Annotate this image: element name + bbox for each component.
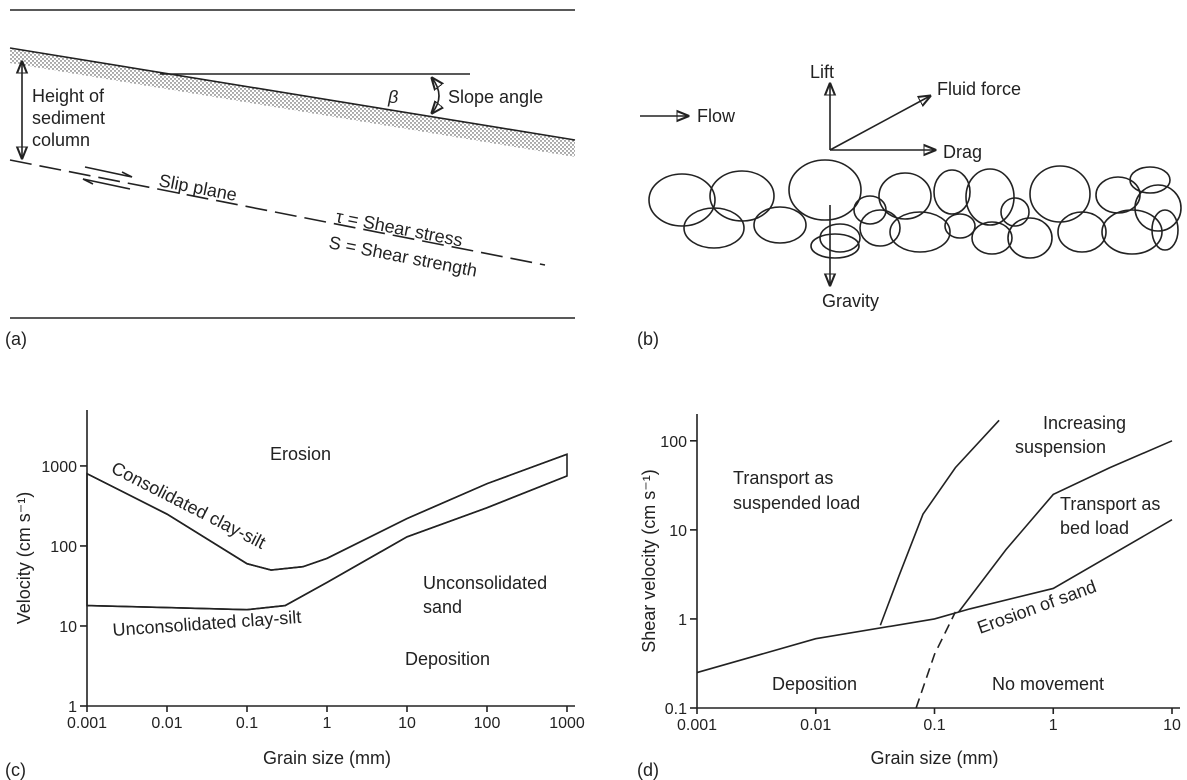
x-tick-label: 0.001 (677, 717, 717, 734)
panel-a: Height of sediment column β Slope angle … (5, 9, 576, 349)
panel-label: (d) (637, 760, 659, 780)
curve (696, 519, 1173, 674)
curve (86, 453, 568, 571)
flow-label: Flow (697, 106, 736, 126)
grain (933, 169, 971, 215)
grain (1007, 217, 1053, 259)
curve-label: Unconsolidated clay-silt (112, 607, 302, 640)
grain (878, 172, 932, 220)
slip-arrow (82, 178, 131, 190)
y-tick-label: 10 (59, 619, 77, 636)
grain (1095, 176, 1141, 214)
grain (753, 206, 807, 244)
angle-arc (432, 78, 439, 113)
y-tick-label: 10 (669, 523, 687, 540)
height-label: sediment (32, 108, 105, 128)
panel-b: Flow Lift Fluid force Drag Gravity (b) (637, 62, 1182, 349)
annotation: Deposition (405, 649, 490, 669)
curve-label: Consolidated clay-silt (108, 458, 269, 553)
x-tick-label: 1 (1049, 717, 1058, 734)
y-axis-label: Shear velocity (cm s⁻¹) (639, 469, 659, 653)
grain (1151, 209, 1179, 251)
height-label: column (32, 130, 90, 150)
grain (1029, 165, 1091, 223)
y-tick-label: 0.1 (665, 701, 687, 718)
annotation: sand (423, 597, 462, 617)
grain (819, 223, 861, 253)
y-tick-label: 1 (68, 699, 77, 716)
annotation: bed load (1060, 518, 1129, 538)
grain (853, 195, 887, 225)
grain (965, 168, 1015, 226)
grain (944, 213, 976, 239)
fluid-force-label: Fluid force (937, 79, 1021, 99)
sediment (10, 48, 575, 157)
slope-surface (9, 47, 576, 141)
y-tick-label: 1000 (41, 459, 77, 476)
grain (648, 173, 716, 227)
y-axis-label: Velocity (cm s⁻¹) (14, 492, 34, 625)
grain (1129, 166, 1171, 194)
y-tick-label: 1 (678, 612, 687, 629)
grain (1134, 184, 1182, 232)
drag-label: Drag (943, 142, 982, 162)
slope-label: Slope angle (448, 87, 543, 107)
grain (1101, 209, 1163, 255)
x-tick-label: 10 (398, 715, 416, 732)
x-tick-label: 0.1 (923, 717, 945, 734)
x-tick-label: 1000 (549, 715, 585, 732)
x-axis-label: Grain size (mm) (263, 748, 391, 768)
x-tick-label: 1 (323, 715, 332, 732)
x-tick-label: 0.01 (151, 715, 182, 732)
annotation: Erosion of sand (975, 576, 1099, 638)
panel-label: (b) (637, 329, 659, 349)
grain (683, 207, 745, 249)
height-label: Height of (32, 86, 105, 106)
x-tick-label: 0.1 (236, 715, 258, 732)
annotation: suspension (1015, 437, 1106, 457)
panel-label: (a) (5, 329, 27, 349)
fluid-force-arrow (829, 96, 930, 151)
x-axis-label: Grain size (mm) (870, 748, 998, 768)
slip-arrow (84, 166, 133, 178)
x-tick-label: 10 (1163, 717, 1181, 734)
grain (1057, 211, 1107, 253)
grain (810, 233, 860, 259)
annotation: suspended load (733, 493, 860, 513)
x-tick-label: 0.001 (67, 715, 107, 732)
annotation: Transport as (733, 468, 833, 488)
grain (709, 170, 775, 222)
lift-label: Lift (810, 62, 834, 82)
annotation: Increasing (1043, 413, 1126, 433)
slip-plane-label: Slip plane (157, 170, 238, 205)
annotation: Deposition (772, 674, 857, 694)
annotation: No movement (992, 674, 1104, 694)
x-tick-label: 100 (474, 715, 501, 732)
angle-symbol: β (387, 87, 398, 107)
annotation: Transport as (1060, 494, 1160, 514)
grain (971, 221, 1013, 255)
annotation: Erosion (270, 444, 331, 464)
y-tick-label: 100 (660, 434, 687, 451)
y-tick-label: 100 (50, 539, 77, 556)
curve (879, 419, 1000, 626)
slip-plane-line (9, 159, 546, 266)
grain (788, 159, 862, 221)
curve (86, 475, 568, 611)
gravity-label: Gravity (822, 291, 879, 311)
x-tick-label: 0.01 (800, 717, 831, 734)
grain (859, 209, 901, 247)
annotation: Unconsolidated (423, 573, 547, 593)
panel-label: (c) (5, 760, 26, 780)
grain (889, 211, 951, 253)
curve (915, 611, 957, 709)
grain (1000, 197, 1030, 227)
curve (958, 440, 1173, 613)
